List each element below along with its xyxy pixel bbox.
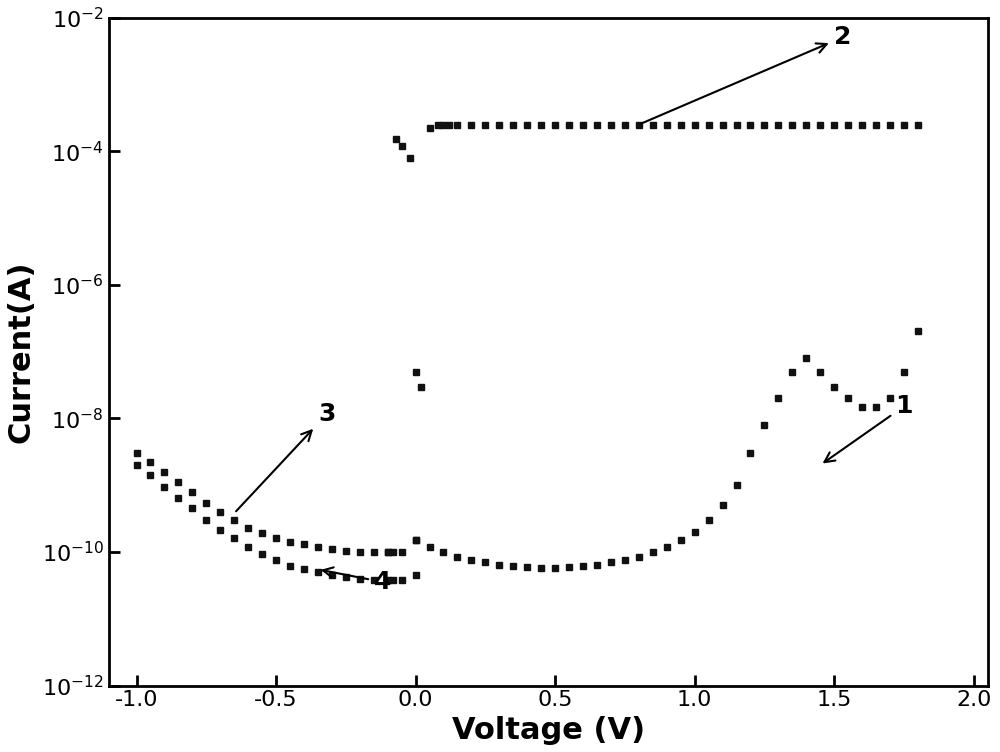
Y-axis label: Current(A): Current(A) [7, 260, 36, 443]
X-axis label: Voltage (V): Voltage (V) [452, 716, 645, 745]
Text: 2: 2 [641, 25, 852, 123]
Text: 1: 1 [824, 394, 913, 462]
Text: 4: 4 [323, 567, 391, 594]
Text: 3: 3 [236, 402, 335, 511]
